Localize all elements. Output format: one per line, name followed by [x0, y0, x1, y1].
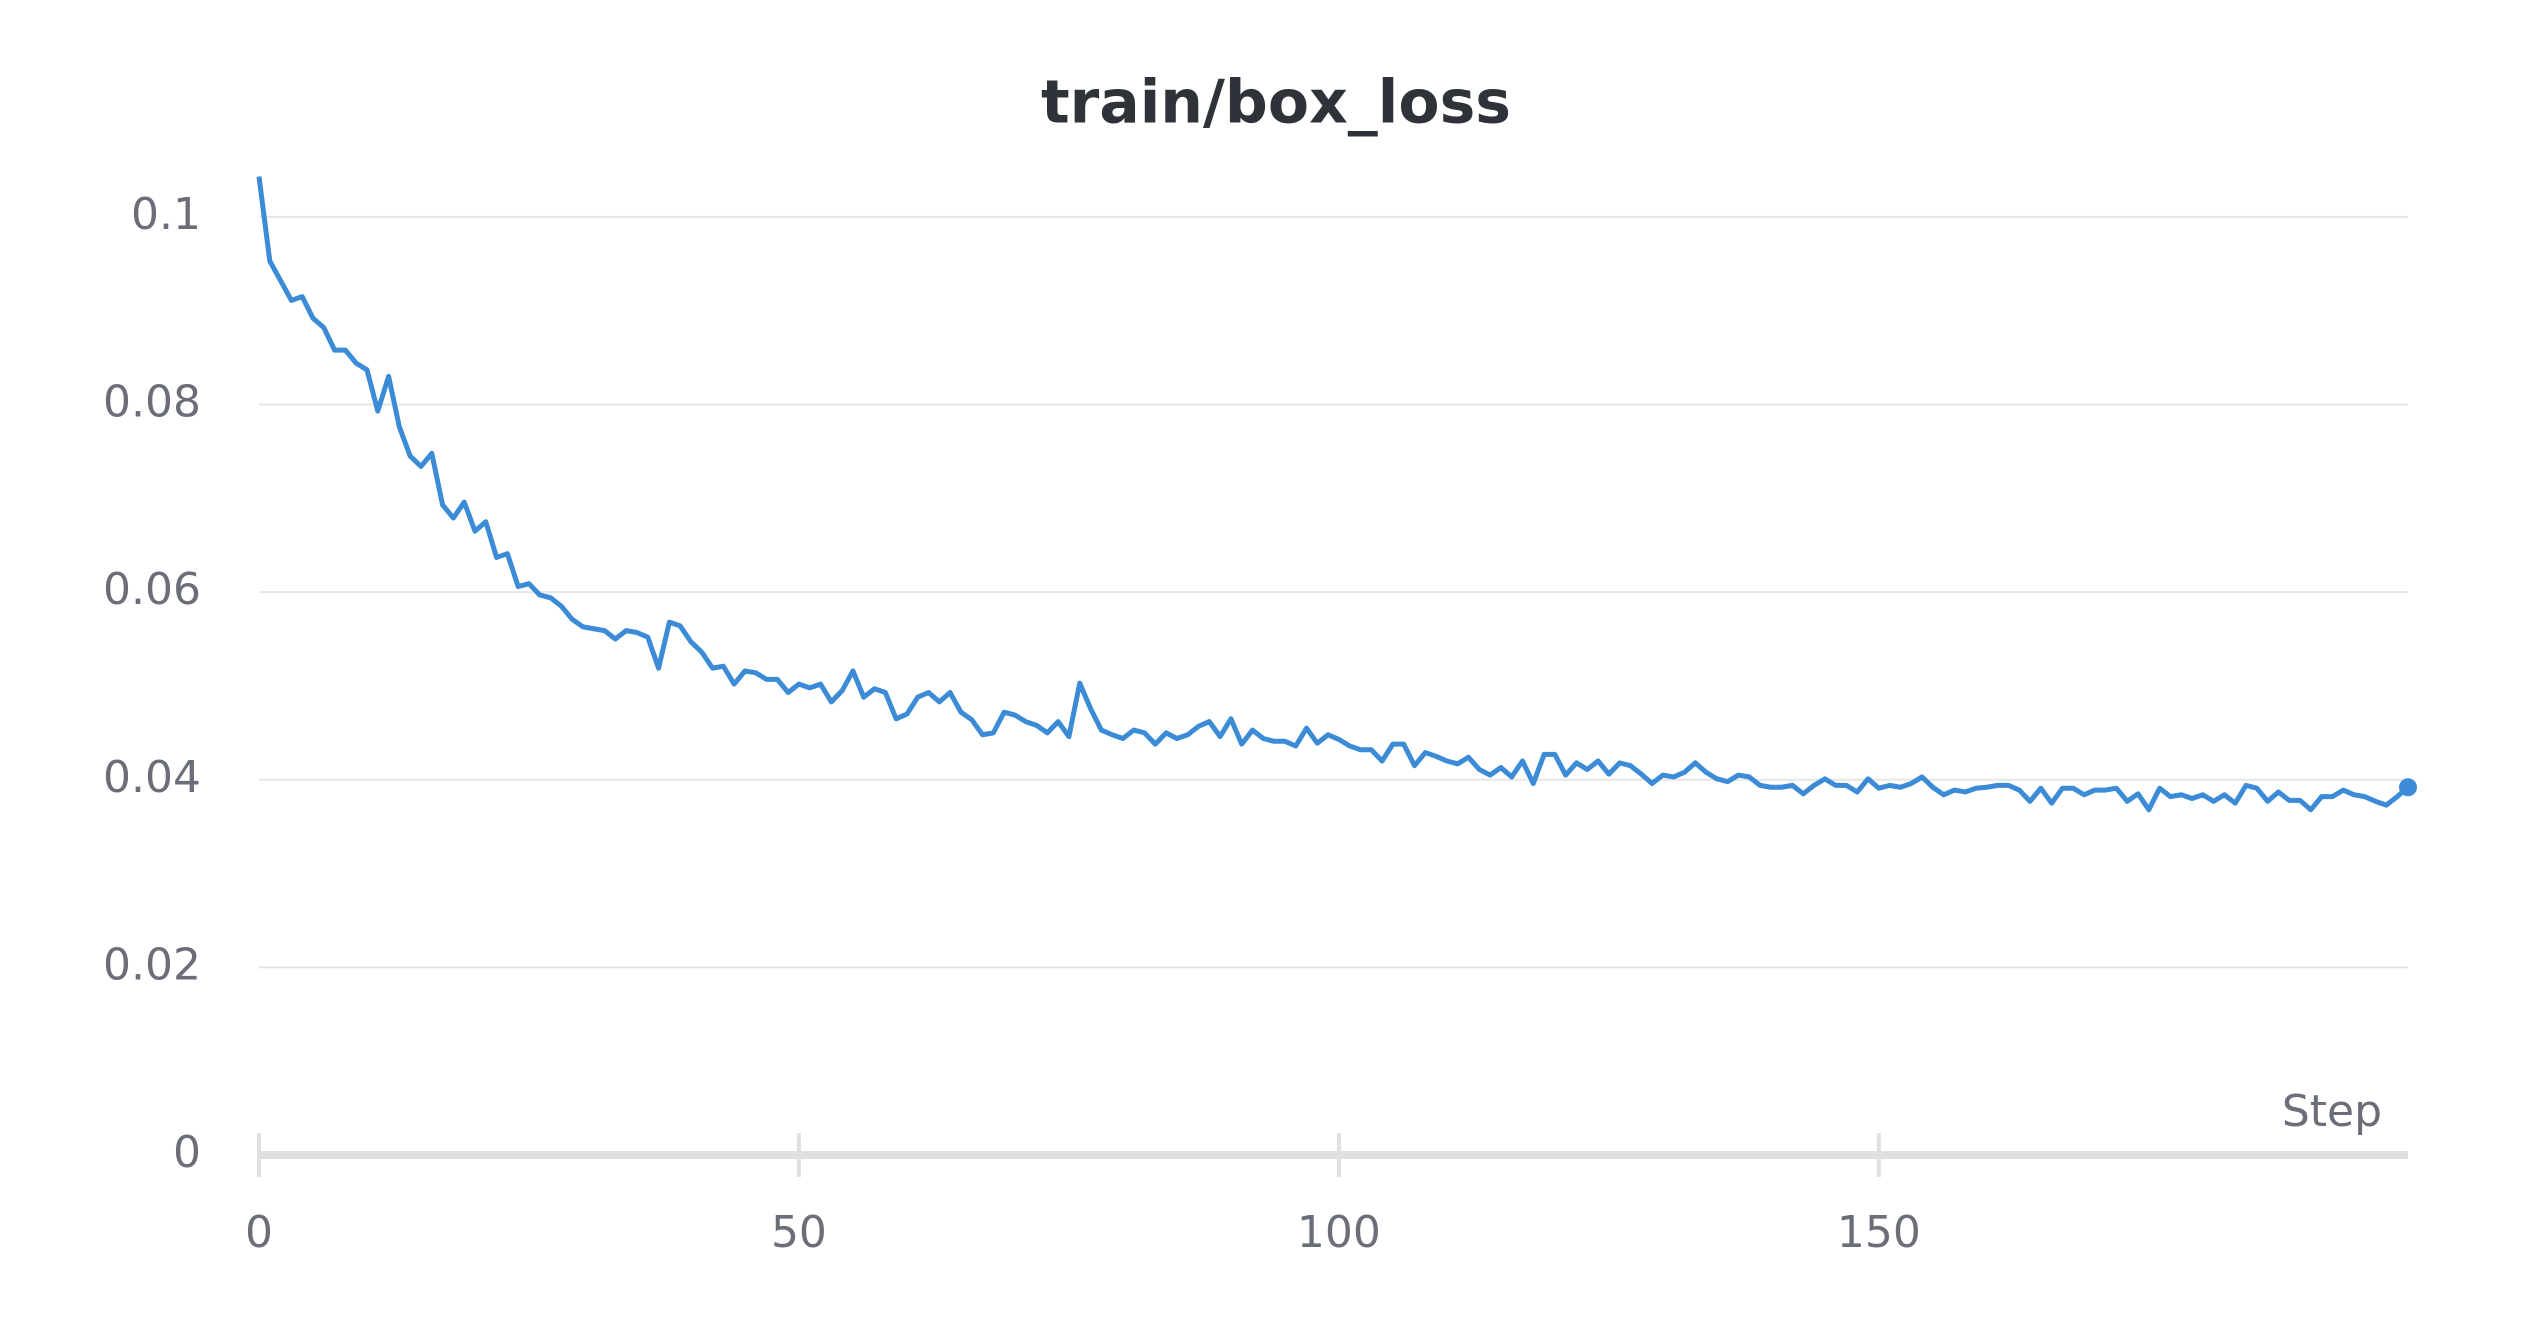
end-point [2399, 778, 2417, 797]
x-axis-label: Step [2282, 1086, 2382, 1137]
x-tick-label: 150 [1837, 1207, 1921, 1258]
x-tick-label: 0 [245, 1207, 273, 1258]
y-tick-label: 0.02 [103, 939, 201, 990]
line [256, 176, 2410, 813]
y-tick-label: 0.06 [103, 564, 201, 615]
x-tick-label: 100 [1297, 1207, 1381, 1258]
y-tick-label: 0.1 [131, 189, 201, 240]
chart-title: train/box_loss [1041, 68, 1511, 138]
y-tick-label: 0.04 [103, 752, 201, 803]
x-tick-label: 50 [771, 1207, 827, 1258]
y-tick-label: 0 [173, 1127, 201, 1178]
y-tick-label: 0.08 [103, 377, 201, 428]
